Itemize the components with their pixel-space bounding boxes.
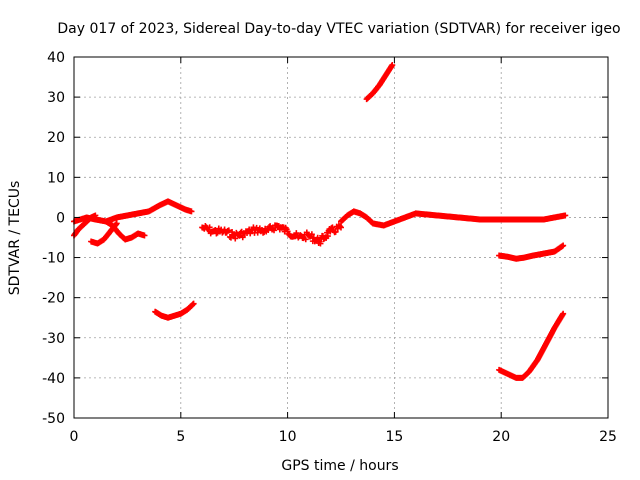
axis-ticks: 0 5 10 15 20 25 -50 -40 -30 -20 -10 0 10 20 30 40 xyxy=(42,50,617,445)
data-markers xyxy=(71,62,569,381)
x-axis-label: GPS time / hours xyxy=(281,458,398,474)
data-point xyxy=(221,226,228,233)
series-arc-9 xyxy=(496,242,567,262)
series-arc-3 xyxy=(88,220,120,247)
x-tick-label: 0 xyxy=(70,429,79,445)
y-tick-label: 0 xyxy=(56,210,65,226)
data-point xyxy=(141,232,148,239)
data-point xyxy=(232,235,239,242)
data-point xyxy=(562,212,569,219)
x-tick-label: 20 xyxy=(492,429,510,445)
y-tick-label: 30 xyxy=(47,90,65,106)
y-tick-label: -20 xyxy=(42,291,65,307)
data-point xyxy=(317,240,324,247)
grid xyxy=(74,57,608,418)
series-arc-2 xyxy=(71,212,99,239)
x-tick-label: 10 xyxy=(279,429,297,445)
series-arc-8 xyxy=(363,62,396,103)
data-point xyxy=(324,233,331,240)
data-point xyxy=(225,227,232,234)
x-tick-label: 25 xyxy=(599,429,617,445)
data-point xyxy=(190,300,197,307)
x-tick-label: 15 xyxy=(385,429,403,445)
data-point xyxy=(336,223,343,230)
y-tick-label: -10 xyxy=(42,251,65,267)
data-point xyxy=(213,230,220,237)
data-point xyxy=(308,231,315,238)
data-point xyxy=(389,62,396,69)
data-point xyxy=(338,224,344,231)
data-point xyxy=(239,234,246,241)
y-tick-label: -40 xyxy=(42,371,65,387)
y-tick-label: -30 xyxy=(42,331,65,347)
data-point xyxy=(302,236,309,243)
data-point xyxy=(188,208,195,215)
data-point xyxy=(92,212,99,219)
y-tick-label: 20 xyxy=(47,130,65,146)
data-point xyxy=(236,232,243,239)
x-tick-label: 5 xyxy=(176,429,185,445)
data-point xyxy=(332,228,339,235)
data-point xyxy=(271,227,278,234)
data-point xyxy=(560,310,567,317)
chart-title: Day 017 of 2023, Sidereal Day-to-day VTE… xyxy=(57,21,620,37)
data-point xyxy=(206,224,213,231)
series-arc-4 xyxy=(103,218,148,243)
series-arc-5 xyxy=(152,300,197,321)
plot-frame xyxy=(73,56,609,419)
y-axis-label: SDTVAR / TECUs xyxy=(7,181,23,296)
series-arc-7 xyxy=(338,208,569,229)
y-tick-label: 40 xyxy=(47,50,65,66)
series-arc-10 xyxy=(496,310,567,381)
series-arc-1 xyxy=(71,198,195,225)
data-point xyxy=(560,242,567,249)
series-arc-6 xyxy=(199,222,344,247)
y-tick-label: -50 xyxy=(42,411,65,427)
data-point xyxy=(113,220,120,227)
y-tick-label: 10 xyxy=(47,170,65,186)
